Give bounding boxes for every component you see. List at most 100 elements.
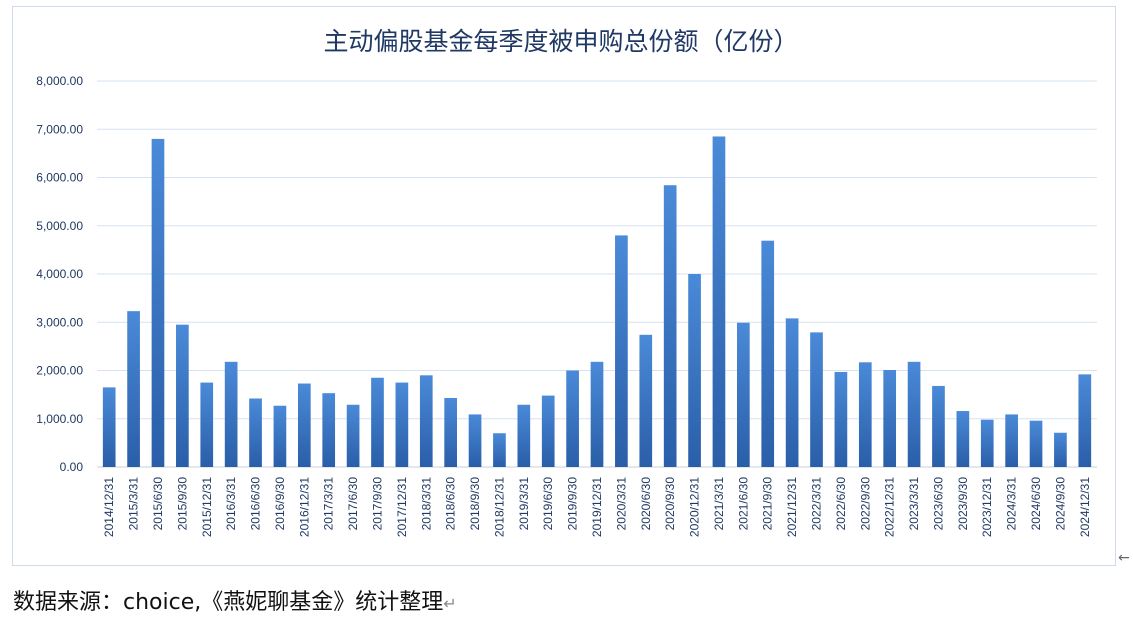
y-tick-label: 4,000.00 (36, 267, 83, 281)
bar-chart: 主动偏股基金每季度被申购总份额（亿份） 0.00 1,000.00 2,000.00… (36, 27, 1097, 537)
bar (346, 404, 360, 467)
bar (785, 318, 799, 467)
x-tick-label: 2017/9/30 (370, 477, 384, 531)
x-tick-label: 2024/6/30 (1029, 477, 1043, 531)
y-tick-label: 7,000.00 (36, 122, 83, 136)
x-tick-label: 2015/12/31 (200, 477, 214, 537)
x-tick-label: 2016/12/31 (297, 477, 311, 537)
y-tick-label: 6,000.00 (36, 171, 83, 185)
bar (712, 136, 726, 468)
x-tick-label: 2016/3/31 (224, 477, 238, 531)
bar (615, 235, 628, 467)
bar (980, 419, 994, 467)
x-tick-label: 2024/9/30 (1053, 477, 1067, 531)
x-tick-label: 2015/3/31 (127, 477, 141, 531)
bar (517, 404, 531, 467)
bar (371, 377, 384, 467)
y-tick-label: 2,000.00 (36, 364, 83, 378)
y-axis-ticks: 0.00 1,000.00 2,000.00 3,000.00 4,000.00 5,00… (36, 74, 83, 474)
bar (810, 332, 823, 467)
x-tick-label: 2024/3/31 (1005, 477, 1019, 531)
x-tick-label: 2017/3/31 (322, 477, 336, 531)
bar (858, 362, 872, 467)
bar (566, 370, 579, 467)
bars (102, 136, 1092, 468)
x-tick-label: 2022/3/31 (810, 477, 824, 531)
x-tick-label: 2016/9/30 (273, 477, 287, 531)
bar (932, 385, 945, 467)
x-tick-label: 2021/3/31 (712, 477, 726, 531)
bar (176, 324, 189, 467)
x-tick-label: 2019/6/30 (541, 477, 555, 531)
chart-title: 主动偏股基金每季度被申购总份额（亿份） (323, 27, 798, 56)
bar (834, 371, 848, 467)
bar (419, 375, 433, 467)
x-tick-label: 2022/12/31 (883, 477, 897, 537)
x-tick-label: 2017/12/31 (395, 477, 409, 537)
bar (688, 274, 701, 467)
bar (151, 138, 165, 467)
x-tick-label: 2019/3/31 (517, 477, 531, 531)
bar (1029, 420, 1043, 467)
x-tick-label: 2015/9/30 (175, 477, 189, 531)
bar (127, 311, 140, 467)
x-tick-label: 2023/3/31 (907, 477, 921, 531)
chart-frame: 主动偏股基金每季度被申购总份额（亿份） 0.00 1,000.00 2,000.00… (12, 6, 1116, 566)
bar (224, 361, 238, 467)
bar (541, 395, 555, 467)
x-tick-label: 2019/12/31 (590, 477, 604, 537)
return-mark-icon: ↵ (443, 594, 457, 613)
bar (200, 382, 214, 467)
bar (761, 240, 775, 467)
x-tick-label: 2014/12/31 (102, 477, 116, 537)
x-axis-ticks: 2014/12/31 2015/3/31 2015/6/30 2015/9/30 201… (102, 477, 1092, 537)
left-arrow-icon: ← (1118, 550, 1130, 566)
x-tick-label: 2024/12/31 (1078, 477, 1092, 537)
x-tick-label: 2022/6/30 (834, 477, 848, 531)
x-tick-label: 2021/9/30 (761, 477, 775, 531)
x-tick-label: 2015/6/30 (151, 477, 165, 531)
bar (468, 414, 482, 467)
source-text: 数据来源：choice,《燕妮聊基金》统计整理 (13, 590, 444, 615)
bar (956, 411, 970, 467)
x-tick-label: 2023/9/30 (956, 477, 970, 531)
gridlines (97, 80, 1097, 468)
source-note: 数据来源：choice,《燕妮聊基金》统计整理↵ (13, 584, 457, 616)
y-tick-label: 0.00 (60, 460, 84, 474)
bar (444, 398, 457, 467)
bar (1054, 432, 1067, 467)
x-tick-label: 2019/9/30 (566, 477, 580, 531)
bar (493, 433, 506, 467)
bar (395, 382, 409, 467)
y-tick-label: 1,000.00 (36, 412, 83, 426)
x-tick-label: 2022/9/30 (858, 477, 872, 531)
bar (663, 185, 677, 467)
y-tick-label: 3,000.00 (36, 315, 83, 329)
x-tick-label: 2018/3/31 (419, 477, 433, 531)
x-tick-label: 2023/6/30 (931, 477, 945, 531)
bar (883, 370, 897, 467)
y-tick-label: 8,000.00 (36, 74, 83, 88)
x-tick-label: 2020/9/30 (663, 477, 677, 531)
x-tick-label: 2023/12/31 (980, 477, 994, 537)
bar (590, 361, 604, 467)
x-tick-label: 2016/6/30 (249, 477, 263, 531)
x-tick-label: 2018/9/30 (468, 477, 482, 531)
x-tick-label: 2020/3/31 (614, 477, 628, 531)
bar (1005, 414, 1018, 467)
x-tick-label: 2017/6/30 (346, 477, 360, 531)
bar (737, 322, 750, 467)
bar (1078, 374, 1092, 467)
bar (907, 361, 921, 467)
bar (273, 405, 287, 467)
bar (249, 398, 262, 467)
x-tick-label: 2018/12/31 (492, 477, 506, 537)
bar (322, 393, 336, 467)
x-tick-label: 2018/6/30 (444, 477, 458, 531)
x-tick-label: 2020/12/31 (688, 477, 702, 537)
x-tick-label: 2021/12/31 (785, 477, 799, 537)
x-tick-label: 2020/6/30 (639, 477, 653, 531)
y-tick-label: 5,000.00 (36, 219, 83, 233)
x-tick-label: 2021/6/30 (736, 477, 750, 531)
bar (297, 383, 311, 467)
